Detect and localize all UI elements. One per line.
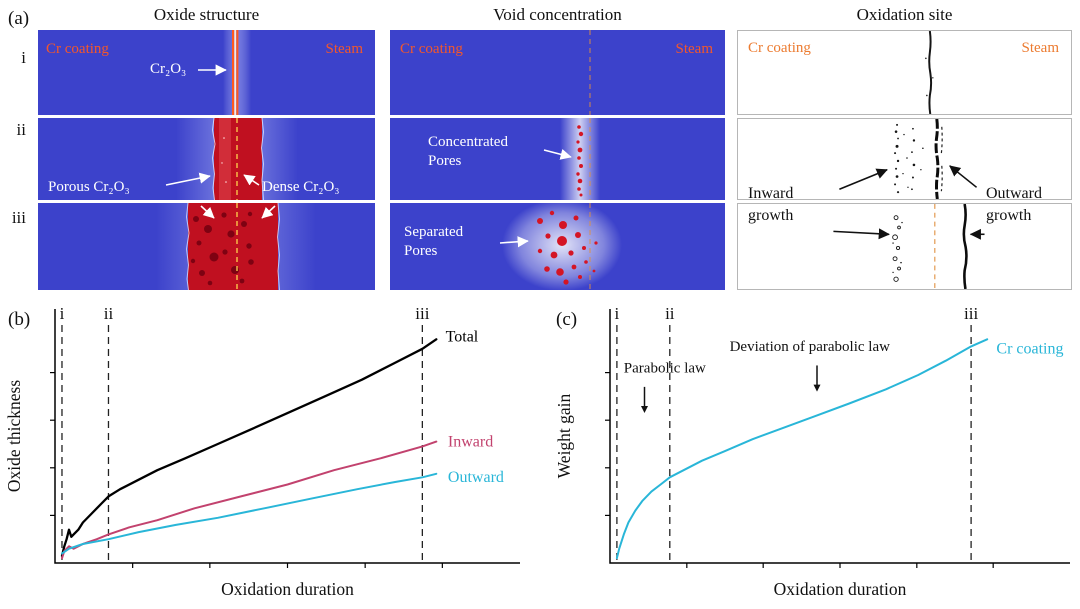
oxidation-site-ii-graphic (839, 119, 978, 199)
svg-text:iii: iii (415, 304, 429, 323)
oxidation-site-row-iii (737, 203, 1072, 290)
void-concentration-row-ii: Concentrated Pores (390, 118, 725, 200)
porous-cr2o3-label: Porous Cr₂O₃ (48, 179, 130, 195)
svg-text:Weight gain: Weight gain (554, 393, 574, 478)
column-title-oxidation-site: Oxidation site (856, 5, 953, 24)
svg-text:ii: ii (104, 304, 114, 323)
column-title-oxide-structure: Oxide structure (153, 5, 260, 24)
svg-text:Oxide thickness: Oxide thickness (4, 380, 24, 492)
row-label-iii: iii (11, 208, 26, 227)
arrow-icon (243, 174, 260, 186)
oxide-structure-row-i: Cr coating Steam Cr₂O₃ (38, 30, 375, 115)
oxide-structure-ii-graphic (165, 118, 298, 200)
oxide-structure-row-iii (38, 203, 375, 290)
panel-c-label: (c) (556, 309, 578, 330)
void-concentration-row-i: Cr coating Steam (390, 30, 725, 115)
arrow-icon (543, 148, 572, 160)
outward-growth-label: Outward growth (986, 185, 1042, 224)
arrow-icon (833, 228, 890, 240)
oxide-structure-iii-graphic (156, 203, 316, 290)
svg-text:Oxidation duration: Oxidation duration (774, 579, 907, 599)
svg-text:Total: Total (446, 329, 479, 346)
cr2o3-label: Cr₂O₃ (150, 61, 187, 77)
svg-text:Outward: Outward (448, 469, 504, 486)
oxide-thickness-chart-panel: (b) i ii iii Total Inward Outward Oxidation du… (0, 295, 540, 609)
arrow-icon (499, 236, 529, 248)
oxidation-site-i-graphic (925, 31, 934, 114)
svg-text:Oxidation duration: Oxidation duration (221, 579, 354, 599)
oxide-structure-i-graphic (198, 30, 251, 115)
separated-pores-label: Separated Pores (404, 224, 464, 259)
oxidation-site-row-ii (737, 118, 1072, 200)
svg-text:i: i (615, 304, 620, 323)
svg-text:iii: iii (964, 304, 978, 323)
oxidation-site-iii-graphic (833, 204, 985, 289)
void-concentration-ii-graphic (543, 118, 600, 200)
steam-label: Steam (675, 41, 714, 57)
svg-text:Deviation of parabolic law: Deviation of parabolic law (730, 339, 891, 355)
arrow-icon (261, 205, 276, 219)
arrow-icon (200, 205, 215, 219)
concentrated-pores-label: Concentrated Pores (428, 134, 508, 169)
oxide-structure-row-ii: Porous Cr₂O₃ Dense Cr₂O₃ (38, 118, 375, 200)
row-label-i: i (21, 48, 26, 67)
panel-a-label: (a) (8, 8, 30, 29)
arrow-icon (839, 168, 888, 190)
row-label-ii: ii (16, 120, 26, 139)
svg-text:Parabolic law: Parabolic law (624, 361, 706, 377)
steam-label: Steam (1021, 40, 1060, 56)
cr-coating-label: Cr coating (400, 41, 463, 57)
oxidation-site-row-i: Cr coating Steam (737, 30, 1072, 115)
arrow-icon (949, 165, 978, 188)
svg-text:i: i (60, 304, 65, 323)
steam-label: Steam (325, 41, 364, 57)
arrow-icon (165, 172, 211, 186)
svg-text:Cr coating: Cr coating (996, 341, 1063, 358)
panel-b-label: (b) (8, 309, 31, 330)
svg-text:ii: ii (665, 304, 675, 323)
dense-cr2o3-label: Dense Cr₂O₃ (262, 179, 340, 195)
cr-coating-label: Cr coating (748, 40, 811, 56)
column-title-void-concentration: Void concentration (493, 5, 622, 24)
inward-growth-label: Inward growth (748, 185, 794, 224)
svg-text:Inward: Inward (448, 433, 493, 450)
cr-coating-label: Cr coating (46, 41, 109, 57)
void-concentration-iii-graphic (499, 203, 622, 290)
weight-gain-chart-panel: (c) i ii iii Cr coating Parabolic law Deviati… (540, 295, 1080, 609)
void-concentration-row-iii: Separated Pores (390, 203, 725, 290)
